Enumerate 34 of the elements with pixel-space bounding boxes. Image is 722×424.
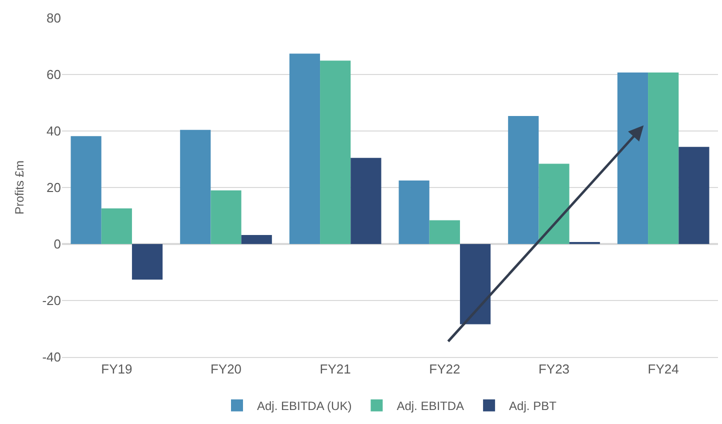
y-tick-label: 40 bbox=[46, 124, 61, 139]
x-tick-label: FY19 bbox=[101, 362, 132, 377]
y-tick-label: 80 bbox=[46, 10, 61, 26]
x-tick-label: FY22 bbox=[429, 362, 460, 377]
y-tick-label: 0 bbox=[54, 236, 61, 252]
x-tick-label: FY23 bbox=[538, 362, 570, 377]
y-tick-label: 20 bbox=[46, 180, 61, 196]
bar bbox=[460, 244, 491, 324]
bar bbox=[617, 72, 648, 244]
bar bbox=[398, 180, 430, 244]
bar bbox=[648, 72, 679, 244]
x-tick-label: FY20 bbox=[210, 362, 242, 377]
bar bbox=[70, 136, 102, 244]
y-tick-label: -40 bbox=[42, 350, 61, 365]
legend-label: Adj. EBITDA bbox=[396, 399, 464, 414]
legend-label: Adj. PBT bbox=[509, 399, 558, 414]
bar bbox=[538, 164, 570, 244]
bar bbox=[241, 234, 272, 244]
y-axis-title: Profits £m bbox=[12, 160, 27, 215]
bar bbox=[350, 158, 382, 244]
y-tick-label: 60 bbox=[46, 67, 61, 82]
bar bbox=[180, 130, 211, 244]
legend-label: Adj. EBITDA (UK) bbox=[257, 399, 352, 414]
x-tick-label: FY21 bbox=[320, 362, 351, 377]
bar bbox=[132, 244, 163, 280]
bar bbox=[101, 208, 132, 244]
x-tick-label: FY24 bbox=[648, 362, 679, 377]
bar bbox=[678, 146, 710, 244]
bar bbox=[210, 190, 242, 244]
bar bbox=[320, 60, 351, 244]
bar bbox=[429, 220, 460, 244]
bar bbox=[289, 54, 320, 244]
bar bbox=[508, 116, 539, 244]
y-tick-label: -20 bbox=[42, 293, 61, 308]
